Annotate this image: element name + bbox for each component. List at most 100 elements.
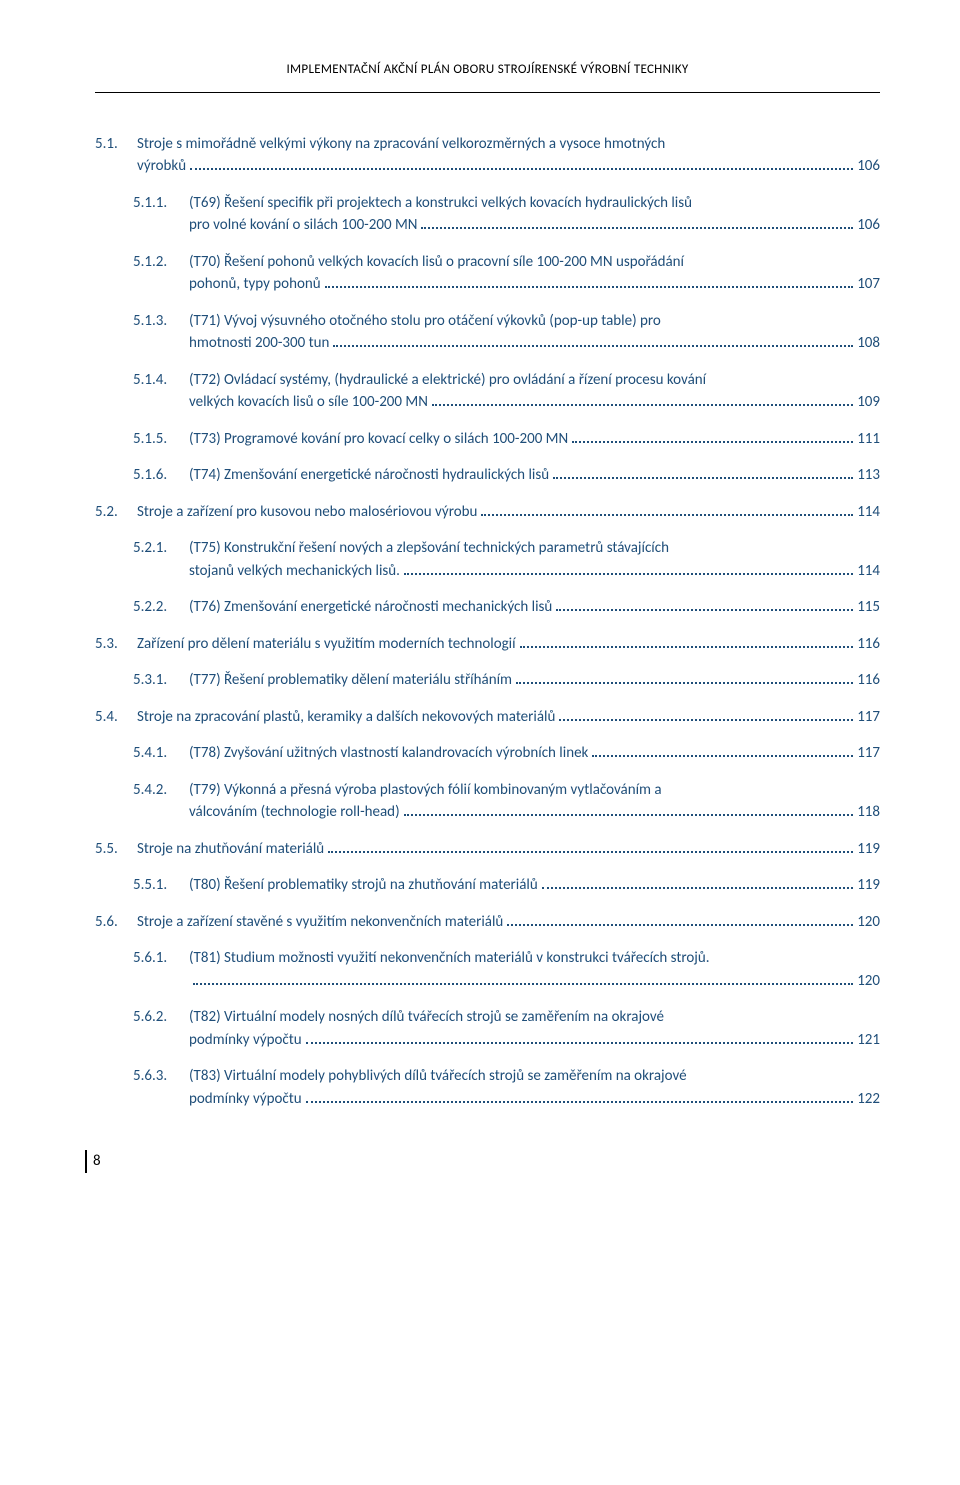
toc-entry: 5.6.1.(T81) Studium možnosti využití nek… [95, 947, 880, 992]
toc-label: (T82) Virtuální modely nosných dílů tvář… [189, 1006, 664, 1029]
toc-page: 119 [857, 874, 880, 897]
toc-label: pohonů, typy pohonů [189, 273, 321, 296]
toc-number: 5.6.2. [133, 1006, 189, 1029]
toc-dots [542, 879, 853, 890]
toc-number: 5.2.2. [133, 596, 189, 619]
toc-page: 119 [857, 838, 880, 861]
toc-label: Stroje s mimořádně velkými výkony na zpr… [137, 133, 665, 156]
toc-dots [325, 278, 854, 289]
toc-page: 116 [857, 633, 880, 656]
toc-entry: 5.6.Stroje a zařízení stavěné s využitím… [95, 911, 880, 934]
toc-label: (T77) Řešení problematiky dělení materiá… [189, 669, 512, 692]
toc-number: 5.4.1. [133, 742, 189, 765]
toc-label: podmínky výpočtu [189, 1088, 302, 1111]
toc-entry: 5.2.1.(T75) Konstrukční řešení nových a … [95, 537, 880, 582]
toc-entry: 5.4.Stroje na zpracování plastů, keramik… [95, 706, 880, 729]
toc-page: 115 [857, 596, 880, 619]
toc-label: (T73) Programové kování pro kovací celky… [189, 428, 568, 451]
toc-dots [306, 1092, 854, 1103]
toc-label-wrap: (T81) Studium možnosti využití nekonvenč… [189, 947, 880, 992]
toc-label-wrap: Stroje s mimořádně velkými výkony na zpr… [137, 133, 880, 178]
toc-dots [404, 564, 853, 575]
toc-label-wrap: (T82) Virtuální modely nosných dílů tvář… [189, 1006, 880, 1051]
page-number: 8 [95, 1150, 880, 1173]
toc-number: 5.3. [95, 633, 137, 656]
toc-dots [592, 747, 853, 758]
toc-page: 111 [857, 428, 880, 451]
page-number-value: 8 [85, 1150, 101, 1173]
toc-entry: 5.4.2.(T79) Výkonná a přesná výroba plas… [95, 779, 880, 824]
toc-label: (T80) Řešení problematiky strojů na zhut… [189, 874, 538, 897]
toc-number: 5.3.1. [133, 669, 189, 692]
toc-number: 5.4.2. [133, 779, 189, 802]
toc-page: 118 [857, 801, 880, 824]
toc-number: 5.6. [95, 911, 137, 934]
toc-label-wrap: Stroje na zhutňování materiálů 119 [137, 838, 880, 861]
toc-number: 5.1.4. [133, 369, 189, 392]
toc-label: válcováním (technologie roll-head) [189, 801, 400, 824]
toc-label-wrap: Zařízení pro dělení materiálu s využitím… [137, 633, 880, 656]
toc-page: 107 [857, 273, 880, 296]
toc-entry: 5.1.5.(T73) Programové kování pro kovací… [95, 428, 880, 451]
toc-label: stojanů velkých mechanických lisů. [189, 560, 400, 583]
toc-dots [328, 842, 853, 853]
toc-label: (T81) Studium možnosti využití nekonvenč… [189, 947, 710, 970]
toc-label: (T70) Řešení pohonů velkých kovacích lis… [189, 251, 684, 274]
toc-page: 117 [857, 706, 880, 729]
toc-dots [516, 674, 853, 685]
toc-dots [553, 469, 853, 480]
toc-label: (T78) Zvyšování užitných vlastností kala… [189, 742, 588, 765]
toc-label: Stroje na zpracování plastů, keramiky a … [137, 706, 555, 729]
toc-number: 5.5.1. [133, 874, 189, 897]
toc-label-wrap: (T70) Řešení pohonů velkých kovacích lis… [189, 251, 880, 296]
toc-dots [190, 160, 853, 171]
toc-number: 5.2. [95, 501, 137, 524]
toc-dots [193, 974, 853, 985]
toc-page: 120 [857, 911, 880, 934]
toc-entry: 5.5.1.(T80) Řešení problematiky strojů n… [95, 874, 880, 897]
toc-number: 5.6.3. [133, 1065, 189, 1088]
toc-label: hmotnosti 200-300 tun [189, 332, 329, 355]
toc-number: 5.1. [95, 133, 137, 156]
toc-number: 5.6.1. [133, 947, 189, 970]
toc-dots [421, 219, 853, 230]
toc-page: 109 [857, 391, 880, 414]
toc-entry: 5.1.4.(T72) Ovládací systémy, (hydraulic… [95, 369, 880, 414]
toc-page: 106 [857, 155, 880, 178]
toc-entry: 5.3.1.(T77) Řešení problematiky dělení m… [95, 669, 880, 692]
toc-entry: 5.1.1.(T69) Řešení specifik při projekte… [95, 192, 880, 237]
toc-label-wrap: (T69) Řešení specifik při projektech a k… [189, 192, 880, 237]
toc-label: (T75) Konstrukční řešení nových a zlepšo… [189, 537, 669, 560]
toc-dots [306, 1033, 854, 1044]
toc-label-wrap: (T77) Řešení problematiky dělení materiá… [189, 669, 880, 692]
toc-label-wrap: (T80) Řešení problematiky strojů na zhut… [189, 874, 880, 897]
toc-label-wrap: (T76) Zmenšování energetické náročnosti … [189, 596, 880, 619]
toc-dots [572, 432, 853, 443]
toc-label: podmínky výpočtu [189, 1029, 302, 1052]
toc-page: 108 [857, 332, 880, 355]
toc-page: 114 [857, 501, 880, 524]
toc-label: Stroje na zhutňování materiálů [137, 838, 324, 861]
toc-label: Stroje a zařízení pro kusovou nebo malos… [137, 501, 477, 524]
toc-entry: 5.6.3.(T83) Virtuální modely pohyblivých… [95, 1065, 880, 1110]
toc-label-wrap: (T75) Konstrukční řešení nových a zlepšo… [189, 537, 880, 582]
toc-label: velkých kovacích lisů o síle 100-200 MN [189, 391, 428, 414]
header-divider [95, 92, 880, 93]
toc-label: pro volné kování o silách 100-200 MN [189, 214, 417, 237]
toc-entry: 5.3.Zařízení pro dělení materiálu s využ… [95, 633, 880, 656]
toc-number: 5.1.3. [133, 310, 189, 333]
toc-dots [556, 601, 853, 612]
toc-dots [333, 337, 853, 348]
toc-number: 5.5. [95, 838, 137, 861]
toc-entry: 5.1.2.(T70) Řešení pohonů velkých kovací… [95, 251, 880, 296]
toc-label: (T76) Zmenšování energetické náročnosti … [189, 596, 552, 619]
toc-label-wrap: Stroje a zařízení stavěné s využitím nek… [137, 911, 880, 934]
toc-label: (T83) Virtuální modely pohyblivých dílů … [189, 1065, 687, 1088]
toc-page: 106 [857, 214, 880, 237]
toc-dots [559, 710, 853, 721]
toc-label: výrobků [137, 155, 186, 178]
toc-label: Stroje a zařízení stavěné s využitím nek… [137, 911, 503, 934]
toc-label: (T72) Ovládací systémy, (hydraulické a e… [189, 369, 706, 392]
toc-dots [481, 505, 853, 516]
toc-entry: 5.1.Stroje s mimořádně velkými výkony na… [95, 133, 880, 178]
